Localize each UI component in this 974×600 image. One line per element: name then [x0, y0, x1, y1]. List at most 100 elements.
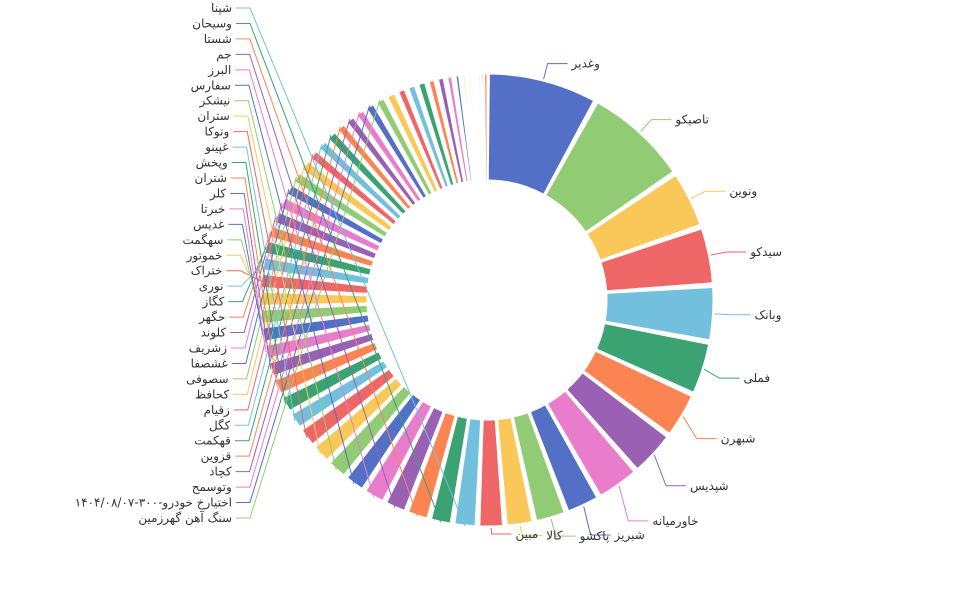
- donut-slice[interactable]: [478, 73, 484, 181]
- donut-slice[interactable]: [566, 372, 668, 470]
- leader-line: [234, 144, 323, 426]
- donut-slice[interactable]: [430, 415, 469, 524]
- donut-slice[interactable]: [455, 75, 473, 182]
- slice-label: وتوسمح: [192, 480, 232, 495]
- slice-label: سنگ آهن گهرزمین: [138, 510, 232, 526]
- donut-slice[interactable]: [291, 360, 389, 428]
- donut-slice[interactable]: [583, 350, 693, 435]
- leader-line: [618, 485, 649, 522]
- donut-slice[interactable]: [274, 341, 379, 394]
- slice-label: شتران: [195, 171, 227, 186]
- slice-label: کگاز: [202, 295, 225, 310]
- slice-label: زشریف: [189, 341, 227, 356]
- slice-label: حگهر: [198, 310, 225, 325]
- donut-slice[interactable]: [454, 418, 482, 527]
- slice-label: ختراک: [191, 264, 223, 279]
- donut-slice[interactable]: [545, 102, 674, 233]
- leader-line: [229, 208, 267, 353]
- leader-line: [232, 176, 297, 380]
- leader-line: [490, 527, 512, 535]
- leader-line: [231, 189, 290, 364]
- slice-label: کگل: [209, 418, 231, 432]
- donut-slice[interactable]: [604, 286, 714, 341]
- leader-line: [233, 115, 321, 455]
- leader-line: [235, 126, 341, 457]
- slice-label: خبرتا: [201, 202, 226, 217]
- leader-line: [235, 105, 371, 504]
- donut-slice[interactable]: [346, 393, 422, 489]
- slice-label: نوری: [199, 279, 224, 294]
- donut-slice[interactable]: [586, 174, 701, 261]
- leader-line: [230, 192, 272, 370]
- donut-slice[interactable]: [512, 412, 565, 522]
- slice-label: وبانک: [755, 308, 782, 323]
- slice-label: سیدکو: [749, 245, 782, 260]
- slice-label: شپدیس: [690, 479, 729, 494]
- slice-label: سفارس: [191, 78, 231, 93]
- donut-slice[interactable]: [386, 406, 444, 511]
- leader-line: [234, 134, 332, 442]
- slice-label: کالا: [546, 528, 563, 542]
- donut-slice[interactable]: [387, 93, 439, 193]
- slice-label: زقیام: [204, 403, 230, 418]
- slices-group: [260, 73, 714, 527]
- labels-group: وغدیر تاصیکو ونوین سیدکو وبانک فملی شبهرن شپدیس…: [75, 1, 782, 544]
- slice-label: وتوکا: [205, 125, 230, 140]
- slice-label: شبریز: [614, 528, 645, 543]
- leader-line: [236, 99, 381, 519]
- donut-slice[interactable]: [408, 411, 456, 519]
- leader-line: [231, 162, 286, 405]
- donut-slice[interactable]: [365, 400, 433, 502]
- donut-slice[interactable]: [474, 73, 482, 181]
- leader-line: [234, 100, 337, 470]
- donut-slice[interactable]: [279, 197, 381, 252]
- slice-label: وغدیر: [571, 57, 600, 72]
- slice-label: جم: [216, 47, 231, 61]
- leader-line: [710, 251, 747, 256]
- donut-slice[interactable]: [529, 404, 598, 512]
- donut-slice[interactable]: [468, 74, 479, 181]
- donut-slice[interactable]: [428, 79, 460, 185]
- donut-slice[interactable]: [497, 417, 533, 526]
- donut-slice[interactable]: [447, 76, 469, 183]
- slice-label: کلوند: [201, 326, 227, 341]
- slice-label: پاکشو: [579, 529, 610, 544]
- slice-label: فملی: [743, 371, 770, 385]
- slice-label: غپینو: [204, 140, 228, 155]
- donut-slice[interactable]: [398, 89, 444, 191]
- slice-label: سهگمت: [182, 233, 223, 247]
- donut-slice[interactable]: [462, 74, 476, 182]
- slice-label: وپخش: [196, 156, 228, 171]
- leader-line: [233, 165, 305, 395]
- donut-slice[interactable]: [600, 228, 713, 292]
- slice-label: تاصیکو: [674, 113, 709, 128]
- slice-label: مبین: [516, 527, 539, 542]
- donut-slice[interactable]: [418, 82, 455, 187]
- donut-slice[interactable]: [546, 390, 635, 496]
- leader-line: [235, 53, 396, 508]
- donut-slice[interactable]: [437, 77, 465, 184]
- donut-slice[interactable]: [484, 73, 488, 181]
- slice-label: ستران: [197, 109, 229, 124]
- leader-line: [703, 368, 740, 379]
- donut-slice[interactable]: [481, 73, 486, 181]
- donut-slice[interactable]: [262, 257, 370, 285]
- slice-label: قزوین: [201, 449, 232, 464]
- slice-label: نیشکر: [198, 94, 230, 109]
- slice-label: کلر: [209, 186, 227, 201]
- leader-line: [653, 454, 687, 487]
- donut-slice[interactable]: [487, 73, 595, 195]
- donut-slice[interactable]: [595, 323, 710, 393]
- donut-slice[interactable]: [314, 377, 403, 461]
- leader-line: [714, 313, 751, 316]
- slice-label: البرز: [207, 63, 231, 78]
- leader-line: [543, 63, 568, 80]
- leader-line: [231, 202, 283, 349]
- slice-label: خاورمیانه: [652, 514, 698, 529]
- slice-label: خموتور: [186, 248, 223, 263]
- donut-slice[interactable]: [408, 85, 450, 189]
- donut-slice[interactable]: [479, 419, 504, 527]
- donut-slice[interactable]: [265, 323, 372, 360]
